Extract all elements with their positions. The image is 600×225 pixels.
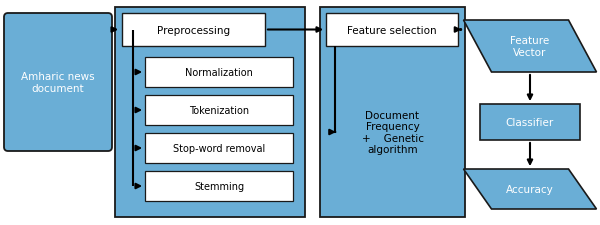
Bar [145,96,293,126]
Text: Amharic news
document: Amharic news document [21,72,95,93]
Text: Tokenization: Tokenization [189,106,249,115]
Text: Stop-word removal: Stop-word removal [173,143,265,153]
Bar [480,105,580,140]
Polygon shape [464,169,596,209]
Bar [326,14,458,47]
Text: Document
Frequency
+    Genetic
algorithm: Document Frequency + Genetic algorithm [361,110,424,155]
Text: Normalization: Normalization [185,68,253,78]
Bar [115,8,305,217]
Text: Accuracy: Accuracy [506,184,554,194]
Text: Preprocessing: Preprocessing [157,25,230,35]
Bar [122,14,265,47]
Bar [145,171,293,201]
Text: Feature selection: Feature selection [347,25,437,35]
Text: Stemming: Stemming [194,181,244,191]
Bar [145,133,293,163]
Bar [145,58,293,88]
Text: Feature
Vector: Feature Vector [511,36,550,58]
Polygon shape [464,21,596,73]
FancyBboxPatch shape [4,14,112,151]
Bar [320,8,465,217]
Text: Classifier: Classifier [506,117,554,127]
